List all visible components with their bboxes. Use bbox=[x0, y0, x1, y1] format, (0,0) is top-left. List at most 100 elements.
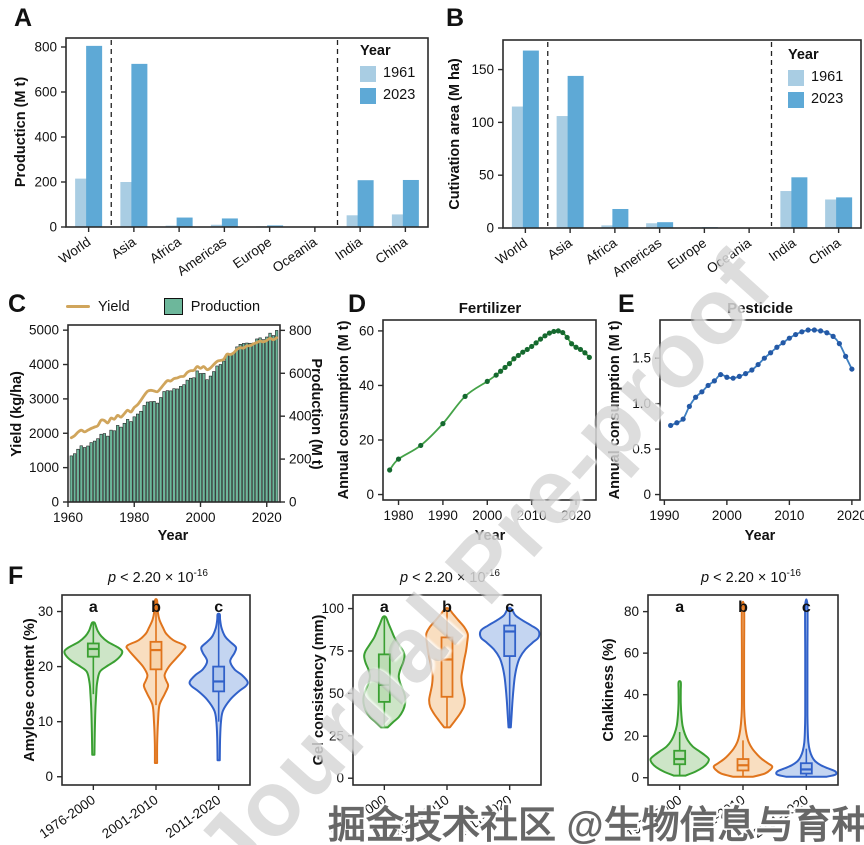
data-point bbox=[743, 371, 749, 377]
y-tick-label: 75 bbox=[329, 643, 344, 658]
production-bar bbox=[222, 360, 226, 503]
production-bars bbox=[69, 330, 279, 503]
panel-c-legend: Yield Production bbox=[66, 298, 260, 315]
bar-1961 bbox=[346, 215, 363, 227]
data-point bbox=[546, 330, 553, 336]
panel-e: E Pesticide Annual consumption (M t) Yea… bbox=[602, 290, 864, 562]
production-bar bbox=[106, 435, 110, 503]
data-point bbox=[693, 394, 699, 400]
data-points bbox=[668, 327, 855, 429]
box bbox=[440, 636, 454, 698]
plot-border bbox=[65, 37, 429, 228]
y-tick-label: 60 bbox=[624, 646, 639, 661]
x-tick-label: 1990 bbox=[649, 508, 679, 523]
data-point bbox=[564, 334, 570, 341]
p-comparison: < 2.20 × 10 bbox=[408, 569, 486, 586]
data-point bbox=[824, 330, 830, 336]
legend-label-2023: 2023 bbox=[811, 91, 844, 107]
production-bar bbox=[92, 440, 97, 503]
x-category-label: 2011-2020 bbox=[163, 792, 224, 841]
production-bar bbox=[142, 405, 146, 503]
production-bar bbox=[129, 421, 133, 503]
data-point bbox=[493, 372, 499, 378]
production-bar bbox=[73, 453, 77, 503]
production-box-swatch bbox=[163, 298, 183, 315]
box bbox=[377, 653, 391, 703]
bar-2023 bbox=[402, 179, 419, 227]
bar-2023 bbox=[131, 63, 148, 227]
y-tick-label: 50 bbox=[329, 686, 344, 701]
bar-2023 bbox=[657, 222, 674, 228]
y-tick-label: 0 bbox=[366, 487, 374, 502]
y-tick-label: 3000 bbox=[29, 391, 59, 406]
panel-d: D Fertilizer Annual consumption (M t) Ye… bbox=[330, 290, 602, 562]
data-point bbox=[849, 366, 855, 372]
p-exponent: -16 bbox=[485, 568, 500, 579]
bar-2023 bbox=[567, 75, 584, 228]
production-bar bbox=[155, 402, 160, 503]
production-bar bbox=[179, 386, 183, 503]
p-exponent: -16 bbox=[786, 568, 801, 579]
data-point bbox=[680, 416, 686, 422]
data-point bbox=[511, 356, 517, 362]
y-tick-label: 0 bbox=[51, 495, 59, 510]
data-point bbox=[484, 378, 490, 384]
y-tick-label: 60 bbox=[359, 323, 374, 338]
x-category-label: 1976-2000 bbox=[328, 792, 389, 841]
bar-2023 bbox=[791, 177, 808, 228]
data-point bbox=[811, 327, 817, 333]
production-bar bbox=[251, 342, 256, 503]
y-tick-label: 25 bbox=[329, 728, 344, 743]
panel-f2-pvalue: p < 2.20 × 10-16 bbox=[400, 568, 500, 586]
production-bar bbox=[268, 332, 272, 503]
data-point bbox=[818, 328, 824, 334]
x-category-label: Oceania bbox=[270, 234, 320, 275]
production-bar bbox=[175, 388, 179, 503]
x-tick-label: 1980 bbox=[384, 508, 414, 523]
x-category-label: 2011-2020 bbox=[750, 792, 811, 841]
production-bar bbox=[271, 335, 275, 503]
panel-a-letter: A bbox=[14, 4, 33, 32]
production-bar bbox=[195, 370, 199, 503]
data-point bbox=[586, 354, 592, 360]
y-tick-label: 10 bbox=[38, 714, 53, 729]
panel-f1-ylabel: Amylose content (%) bbox=[22, 618, 38, 762]
panel-c-ylabel-left: Yield (kg/ha) bbox=[9, 371, 25, 457]
data-point bbox=[674, 420, 680, 426]
y-tick-label: 40 bbox=[624, 687, 639, 702]
bar-1961 bbox=[601, 225, 618, 228]
panel-e-chart: 0 0.5 1.0 1.5 1990 2000 2010 2020 bbox=[632, 319, 864, 523]
production-bar bbox=[198, 373, 203, 503]
y-tick-label: 400 bbox=[34, 130, 57, 145]
production-bar bbox=[149, 401, 153, 503]
y-tick-label: 1000 bbox=[29, 460, 59, 475]
sig-letter: b bbox=[151, 599, 161, 616]
data-points bbox=[387, 328, 592, 473]
y-tick-label: 0 bbox=[45, 769, 53, 784]
panel-f3-ylabel: Chalkiness (%) bbox=[601, 638, 617, 742]
panel-b-letter: B bbox=[446, 4, 465, 32]
data-point bbox=[724, 374, 730, 380]
panel-d-xlabel: Year bbox=[474, 528, 506, 544]
y-tick-label: 200 bbox=[34, 175, 57, 190]
x-category-label: World bbox=[56, 234, 93, 266]
y-tick-label: 30 bbox=[38, 604, 53, 619]
y-tick-label: 0 bbox=[289, 495, 297, 510]
bar-groups bbox=[511, 50, 853, 229]
x-category-label: Asia bbox=[108, 234, 139, 262]
x-tick-label: 1960 bbox=[53, 510, 83, 525]
panel-c-chart: 0 1000 2000 3000 4000 5000 0 200 400 600 800 1960 19… bbox=[29, 323, 312, 525]
x-category-label: Asia bbox=[545, 235, 576, 263]
data-point bbox=[497, 368, 504, 374]
legend-item-1961: 1961 bbox=[788, 68, 843, 87]
data-point bbox=[577, 346, 584, 353]
x-tick-label: 2010 bbox=[774, 508, 804, 523]
x-category-label: 1976-2000 bbox=[623, 792, 684, 841]
panel-d-ylabel: Annual consumption (M t) bbox=[336, 320, 352, 500]
data-point bbox=[799, 329, 805, 335]
y-tick-label: 0 bbox=[49, 220, 57, 235]
data-point bbox=[686, 403, 692, 409]
x-category-label: Americas bbox=[610, 235, 665, 280]
